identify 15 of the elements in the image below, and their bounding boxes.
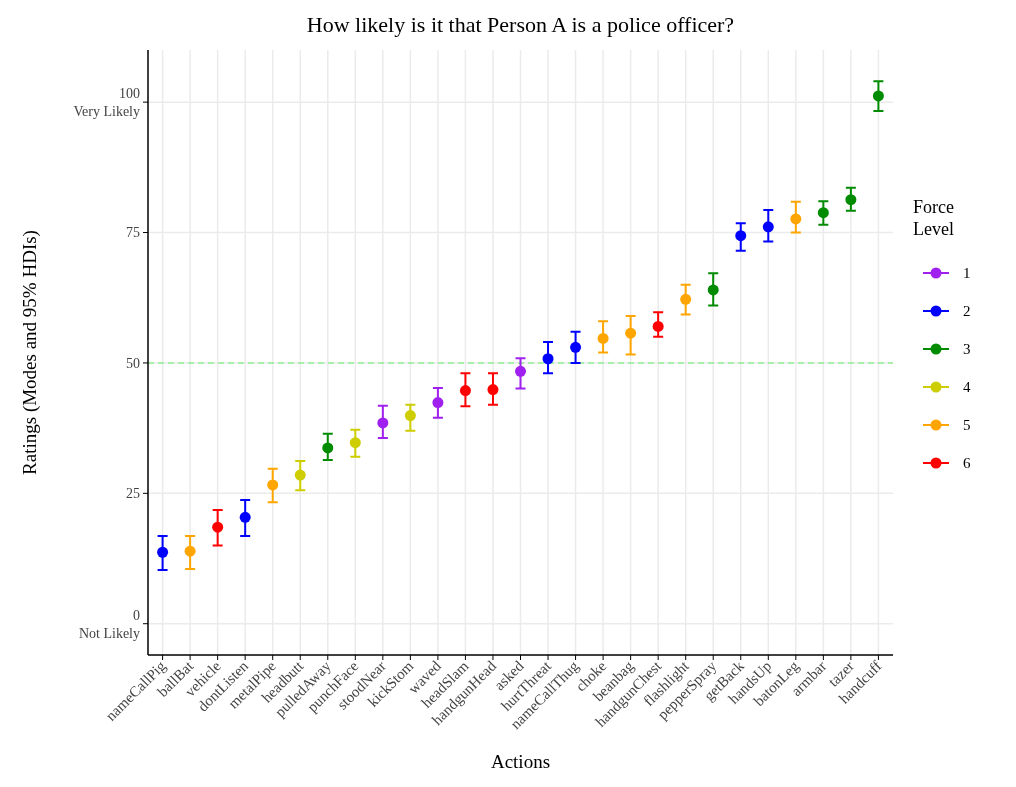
legend-label: 2 xyxy=(963,303,971,320)
y-tick-label: 75 xyxy=(126,225,140,241)
legend-label: 4 xyxy=(963,379,971,396)
y-tick-label: 25 xyxy=(126,486,140,502)
x-axis-title: Actions xyxy=(490,751,551,772)
y-axis-title: Ratings (Modes and 95% HDIs) xyxy=(19,230,41,475)
legend-label: 6 xyxy=(963,455,971,472)
legend-label: 5 xyxy=(963,417,971,434)
legend-title: Force Level xyxy=(913,197,954,239)
y-tick-label: 0 Not Likely xyxy=(78,607,140,641)
chart-title: How likely is it that Person A is a police officer? xyxy=(306,12,735,37)
legend-label: 3 xyxy=(963,341,971,358)
legend-label: 1 xyxy=(963,265,971,282)
y-tick-label: 50 xyxy=(126,355,140,371)
y-tick-label: 100 Very Likely xyxy=(73,86,140,120)
